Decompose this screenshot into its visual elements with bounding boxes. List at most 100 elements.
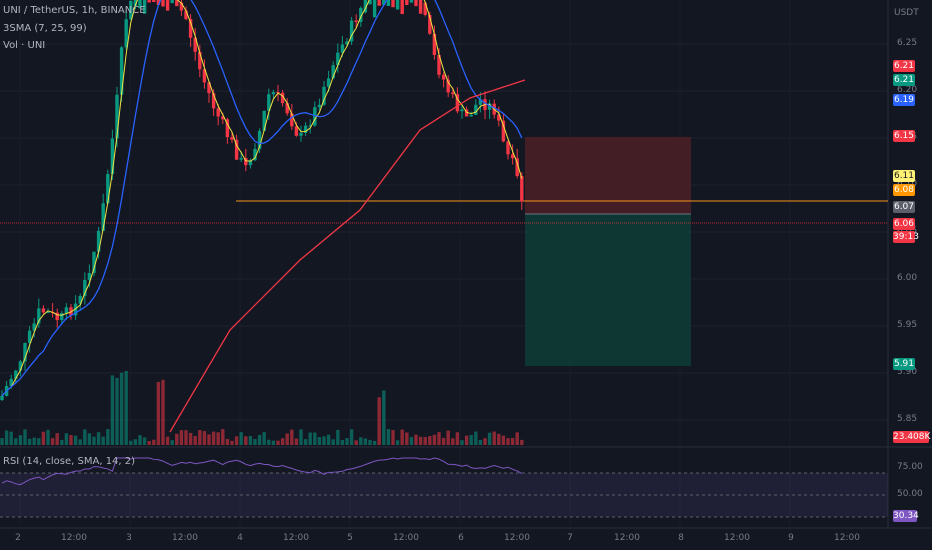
volume-bar [267, 439, 271, 445]
candle-body [92, 251, 96, 274]
candle-body [179, 2, 184, 11]
price-tick: 6.00 [897, 273, 918, 283]
volume-bar [202, 431, 207, 445]
volume-bar [96, 432, 101, 445]
time-tick: 12:00 [724, 533, 750, 543]
volume-bar [50, 438, 55, 445]
candle-body [285, 103, 289, 114]
candle-body [234, 139, 239, 160]
volume-bar [290, 429, 294, 445]
volume-bar [326, 434, 331, 445]
candle-body [110, 138, 115, 175]
candle-body [469, 114, 473, 117]
candle-body [303, 125, 308, 133]
volume-bar [285, 433, 289, 445]
time-tick: 4 [237, 533, 243, 543]
candle-body [386, 0, 391, 7]
price-tick: 5.90 [897, 367, 918, 377]
volume-bar [161, 379, 165, 445]
symbol-title: UNI / TetherUS, 1h, BINANCE [3, 5, 146, 16]
candle-body [64, 307, 69, 314]
time-tick: 7 [567, 533, 573, 543]
price-tag: 6.06 [893, 218, 915, 230]
candle-body [460, 109, 464, 112]
volume-bar [391, 430, 395, 445]
candle-body [73, 303, 78, 316]
candle-body [239, 157, 243, 160]
volume-bar [280, 438, 285, 445]
candle-body [106, 174, 110, 204]
currency-label: USDT [894, 8, 919, 18]
candle-body [382, 0, 386, 5]
volume-bar [4, 430, 9, 445]
candle-body [322, 86, 326, 105]
volume-bar [175, 433, 179, 445]
volume-bar [119, 372, 124, 445]
volume-bar [428, 436, 432, 445]
volume-bar [253, 439, 257, 445]
volume-bar [198, 430, 202, 445]
volume-bar [405, 432, 409, 445]
time-tick: 3 [126, 533, 132, 543]
price-tick: 5.85 [897, 414, 918, 424]
volume-bar [515, 432, 519, 445]
candle-body [41, 308, 46, 313]
volume-bar [345, 438, 349, 445]
candle-body [32, 323, 36, 331]
volume-bar [331, 439, 335, 445]
volume-bar [303, 439, 308, 445]
volume-bar [437, 432, 441, 445]
volume-bar [147, 440, 151, 445]
candle-body [244, 157, 248, 166]
candle-body [138, 0, 142, 9]
volume-bar [244, 436, 248, 445]
candle-body [437, 54, 441, 75]
candle-body [446, 79, 450, 93]
volume-bar [294, 438, 299, 445]
volume-bar [101, 436, 105, 445]
candle-body [248, 160, 253, 166]
volume-bar [179, 430, 184, 445]
volume-bar [359, 437, 363, 445]
volume-bar [23, 429, 27, 445]
candle-body [313, 107, 317, 126]
volume-bar [41, 431, 46, 445]
volume-bar [336, 429, 340, 445]
volume-bar [497, 433, 501, 445]
volume-bar [165, 436, 170, 445]
time-tick: 12:00 [504, 533, 530, 543]
candle-body [165, 0, 170, 11]
candle-body [83, 279, 87, 296]
candle-body [262, 110, 266, 131]
volume-bar [73, 435, 78, 445]
volume-bar [271, 440, 276, 445]
candle-body [101, 203, 105, 231]
volume-bar [308, 432, 312, 445]
volume-bar [193, 436, 197, 445]
volume-bar [138, 435, 142, 445]
volume-bar [354, 440, 358, 445]
volume-bar [0, 438, 4, 445]
volume-legend: Vol · UNI [3, 40, 46, 51]
volume-bar [115, 377, 119, 445]
volume-bar [386, 429, 391, 445]
price-tag: 39:13 [893, 231, 919, 243]
candle-body [152, 0, 156, 3]
volume-bar [170, 440, 174, 445]
candle-body [428, 14, 432, 34]
candle-body [280, 92, 285, 104]
volume-bar [368, 439, 372, 445]
candle-body [368, 0, 372, 5]
candle-body [455, 94, 460, 112]
candle-body [345, 41, 349, 45]
price-tag: 6.15 [893, 130, 915, 142]
volume-bar [83, 429, 87, 445]
candle-body [340, 44, 345, 53]
volume-bar [87, 433, 92, 445]
candle-body [221, 116, 225, 120]
candle-body [308, 125, 312, 127]
volume-bar [322, 436, 326, 445]
time-tick: 12:00 [172, 533, 198, 543]
price-tag: 6.08 [893, 184, 915, 196]
